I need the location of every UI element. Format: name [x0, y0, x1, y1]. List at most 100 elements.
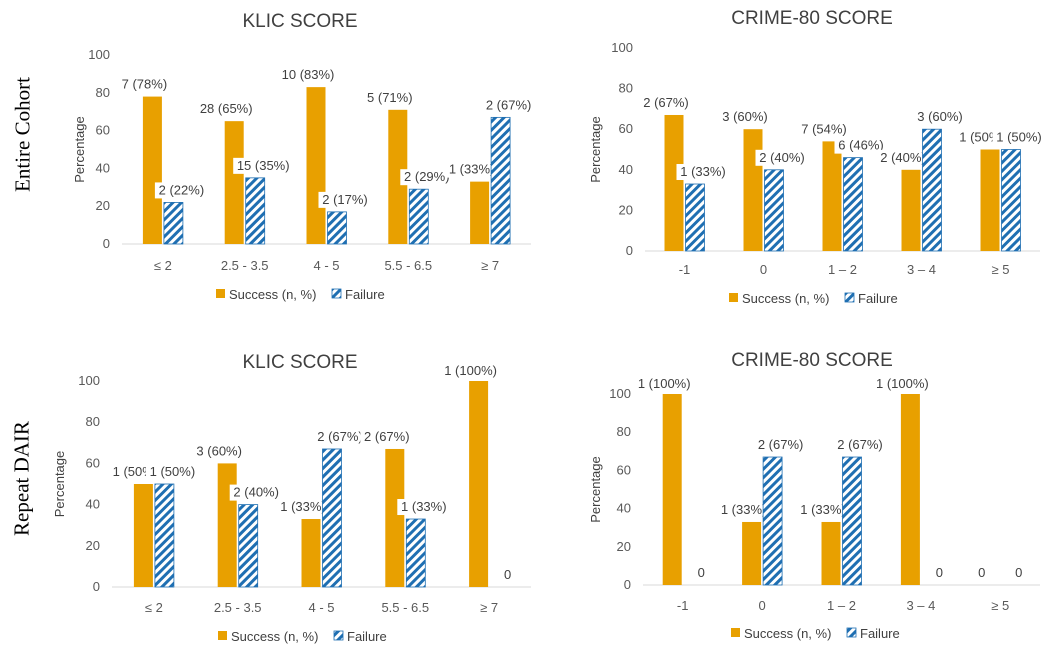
data-label-bg	[913, 109, 967, 126]
bar-failure	[163, 202, 184, 245]
legend-label-success: Success (n, %)	[231, 629, 318, 644]
y-tick-label: 80	[96, 85, 110, 100]
y-tick-label: 60	[617, 462, 631, 477]
y-tick-label: 20	[619, 202, 633, 217]
data-label-failure: 1 (33%)	[401, 499, 447, 514]
bar-success	[743, 129, 763, 251]
y-tick-label: 60	[619, 121, 633, 136]
data-label-failure: 2 (22%)	[159, 182, 205, 197]
data-label-success: 1 (33%)	[721, 502, 767, 517]
data-label-failure: 2 (40%)	[233, 485, 279, 500]
x-tick-label: 1 – 2	[827, 598, 856, 613]
data-label-bg	[872, 376, 933, 392]
y-tick-label: 80	[619, 81, 633, 96]
bar-failure	[1001, 149, 1021, 252]
bar-success	[224, 121, 244, 244]
data-label-bg	[834, 137, 888, 154]
x-tick-label: 2.5 - 3.5	[221, 258, 269, 273]
bar-success	[469, 381, 489, 587]
x-tick-label: -1	[677, 598, 689, 613]
data-label-failure: 1 (33%)	[680, 164, 726, 179]
data-label-bg	[445, 161, 499, 178]
legend-swatch-failure	[331, 288, 342, 299]
data-label-bg	[482, 97, 536, 114]
data-label-bg	[233, 157, 294, 174]
data-label-failure: 2 (29%)	[404, 169, 450, 184]
y-tick-label: 0	[103, 236, 110, 251]
bar-failure	[154, 483, 175, 588]
data-label-bg	[639, 94, 693, 111]
x-tick-label: ≤ 2	[154, 258, 172, 273]
data-label-success: 1 (33%)	[800, 502, 846, 517]
data-label-bg	[992, 129, 1046, 146]
y-tick-label: 60	[96, 123, 110, 138]
data-label-bg	[145, 464, 199, 480]
legend-label-failure: Failure	[858, 291, 898, 306]
x-tick-label: 4 - 5	[308, 600, 334, 615]
chart-panel-2: KLIC SCORE Percentage 0 20 40 60 80 100 ≤ 2 1 (50…	[52, 352, 531, 644]
data-label-bg	[400, 169, 454, 186]
data-label-failure: 2 (67%)	[837, 437, 883, 452]
data-label-bg	[754, 437, 808, 454]
data-label-success: 2 (67%)	[364, 429, 410, 444]
chart-title: CRIME-80 SCORE	[731, 350, 893, 371]
bar-failure	[408, 188, 429, 245]
data-label-failure: 2 (67%)	[317, 429, 363, 444]
x-tick-label: 0	[760, 262, 767, 277]
legend-swatch-failure	[333, 630, 344, 641]
y-tick-label: 0	[626, 243, 633, 258]
legend-label-success: Success (n, %)	[744, 626, 831, 641]
bar-success	[662, 394, 682, 585]
data-label-bg	[276, 499, 330, 516]
y-axis-label: Percentage	[52, 451, 67, 518]
legend-swatch-success	[218, 631, 227, 640]
bar-success	[385, 448, 405, 587]
data-label-bg	[117, 76, 171, 93]
bar-failure	[245, 177, 266, 245]
bar-failure	[238, 504, 259, 588]
y-tick-label: 40	[617, 501, 631, 516]
y-tick-label: 100	[88, 47, 110, 62]
data-label-bg	[676, 164, 730, 181]
bar-failure	[322, 448, 342, 588]
data-label-failure: 1 (50%)	[150, 464, 196, 479]
y-tick-label: 40	[619, 162, 633, 177]
bar-failure	[685, 183, 705, 252]
y-tick-label: 100	[609, 386, 631, 401]
bar-success	[821, 521, 841, 585]
x-tick-label: 5.5 - 6.5	[381, 600, 429, 615]
chart-title: KLIC SCORE	[242, 352, 357, 373]
data-label-bg	[397, 499, 451, 516]
bar-success	[664, 114, 684, 252]
legend-swatch-success	[729, 293, 738, 302]
data-label-failure: 1 (50%)	[996, 130, 1042, 145]
data-label-failure: 2 (17%)	[322, 192, 368, 207]
y-tick-label: 80	[617, 424, 631, 439]
y-tick-label: 40	[86, 497, 100, 512]
data-label-success: 1 (100%)	[638, 376, 691, 391]
data-label-bg	[313, 428, 367, 445]
bar-failure	[762, 456, 783, 586]
data-label-success: 7 (78%)	[122, 77, 168, 92]
x-tick-label: -1	[679, 262, 691, 277]
x-tick-label: 0	[758, 598, 765, 613]
x-tick-label: ≥ 7	[480, 600, 498, 615]
data-label-bg	[695, 565, 707, 581]
x-tick-label: ≥ 5	[991, 598, 1009, 613]
legend-swatch-success	[216, 289, 225, 298]
bar-success	[980, 149, 1000, 251]
data-label-failure: 0	[504, 567, 511, 582]
legend-label-failure: Failure	[860, 626, 900, 641]
data-label-bg	[718, 109, 772, 126]
data-label-success: 1 (33%)	[449, 162, 495, 177]
data-label-success: 1 (33%)	[280, 499, 326, 514]
bar-success	[142, 96, 162, 244]
x-tick-label: 3 – 4	[906, 598, 935, 613]
x-tick-label: ≥ 7	[481, 258, 499, 273]
bar-failure	[842, 456, 862, 586]
bar-failure	[490, 116, 511, 245]
y-tick-label: 60	[86, 455, 100, 470]
bar-success	[900, 394, 920, 585]
legend-swatch-success	[731, 628, 740, 637]
data-label-bg	[717, 501, 771, 518]
